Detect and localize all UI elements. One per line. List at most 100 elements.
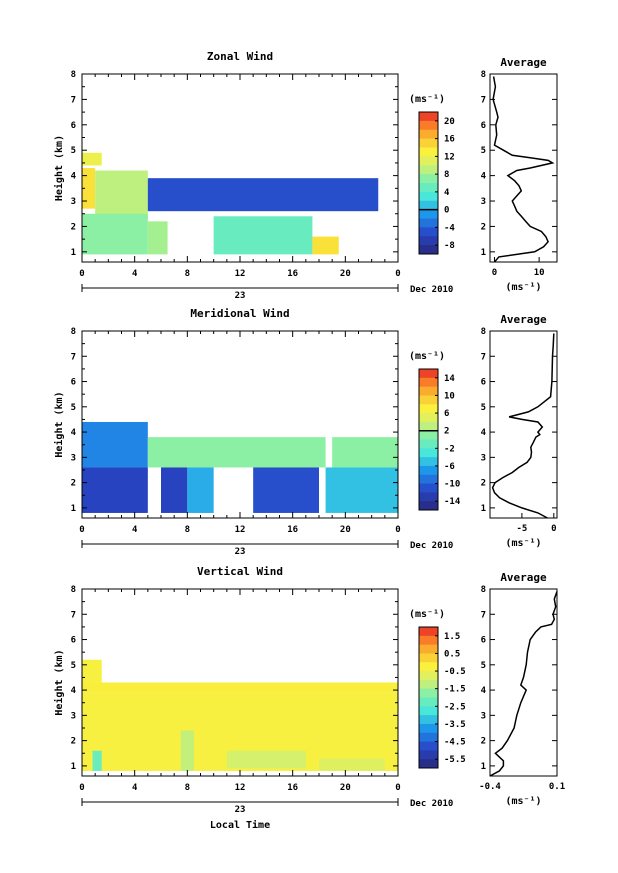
colorbar-segment (419, 439, 438, 449)
average-profile: Average 1 2 3 4 5 6 7 8 -5 0 (ms⁻¹) (481, 313, 558, 549)
colorbar-segment (419, 759, 438, 769)
month-label: Dec 2010 (410, 799, 453, 809)
day-label: 23 (235, 291, 246, 301)
heatmap-regions (82, 152, 379, 255)
heatmap-cell (147, 221, 168, 255)
profile-line (491, 333, 555, 519)
colorbar-segment (419, 457, 438, 467)
y-tick-label: 2 (71, 737, 76, 747)
colorbar-tick-label: -2 (444, 444, 455, 454)
profile-x-label: (ms⁻¹) (505, 282, 541, 293)
colorbar-segment (419, 138, 438, 148)
y-tick-label: 3 (71, 197, 76, 207)
heatmap-cell (253, 467, 319, 513)
colorbar-segment (419, 183, 438, 193)
y-tick-label: 8 (71, 70, 76, 80)
heatmap-regions (82, 659, 398, 771)
profile-x-tick-label: 0.1 (549, 782, 565, 792)
colorbar-tick-label: 1.5 (444, 632, 460, 642)
profile-y-tick-label: 7 (481, 352, 486, 362)
colorbar-segment (419, 715, 438, 725)
colorbar-segment (419, 112, 438, 122)
colorbar-frame (418, 626, 439, 769)
colorbar: 1.5 0.5 -0.5 -1.5 -2.5 -3.5 -4.5 -5.5 (418, 626, 466, 769)
colorbar-segment (419, 501, 438, 511)
colorbar-tick-label: 6 (444, 409, 449, 419)
y-tick-label: 8 (71, 585, 76, 595)
heatmap-cell (226, 750, 306, 769)
y-tick-label: 4 (71, 686, 77, 696)
colorbar-unit: (ms⁻¹) (409, 351, 445, 362)
heatmap-cell (332, 437, 398, 468)
profile-y-tick-label: 6 (481, 378, 486, 388)
x-tick-label: 0 (79, 525, 84, 535)
colorbar-segment (419, 671, 438, 681)
colorbar-tick-label: 8 (444, 170, 449, 180)
day-label: 23 (235, 547, 246, 557)
profile-line (492, 76, 555, 263)
colorbar-segment (419, 688, 438, 698)
x-tick-label: 8 (185, 783, 190, 793)
colorbar-segment (419, 227, 438, 237)
heatmap-cell (82, 152, 102, 166)
colorbar-segment (419, 644, 438, 654)
colorbar-segment (419, 421, 438, 432)
colorbar-segment (419, 156, 438, 166)
profile-y-tick-label: 4 (481, 686, 487, 696)
profile-line (489, 591, 558, 777)
profile-x-label: (ms⁻¹) (505, 796, 541, 807)
heatmap-cell (82, 421, 148, 468)
profile-y-tick-label: 6 (481, 121, 486, 131)
colorbar-segment (419, 209, 438, 219)
colorbar-frame (418, 111, 439, 255)
profile-y-tick-label: 5 (481, 661, 486, 671)
profile-frame (489, 330, 558, 519)
colorbar-unit: (ms⁻¹) (409, 94, 445, 105)
profile-x-label: (ms⁻¹) (505, 538, 541, 549)
colorbar-tick-label: 4 (444, 188, 450, 198)
y-axis-label: Height (km) (53, 649, 65, 715)
panel-title: Meridional Wind (190, 307, 289, 320)
colorbar-tick-label: -4.5 (444, 738, 466, 748)
colorbar-segment (419, 483, 438, 493)
y-tick-label: 6 (71, 378, 76, 388)
colorbar-segment (419, 697, 438, 707)
colorbar-tick-label: -4 (444, 223, 455, 233)
profile-y-tick-label: 6 (481, 636, 486, 646)
colorbar-segment (419, 218, 438, 228)
y-tick-label: 6 (71, 636, 76, 646)
y-tick-label: 2 (71, 222, 76, 232)
profile-x-tick-label: 10 (534, 268, 545, 278)
colorbar-tick-label: -3.5 (444, 720, 466, 730)
heatmap-cell (312, 236, 339, 255)
colorbar-segment (419, 653, 438, 663)
profile-y-tick-label: 5 (481, 403, 486, 413)
heatmap-cell (82, 659, 102, 683)
colorbar-segment (419, 723, 438, 734)
profile-title: Average (500, 313, 547, 326)
colorbar-segment (419, 395, 438, 405)
x-tick-label: 16 (287, 783, 298, 793)
colorbar-tick-label: -2.5 (444, 702, 466, 712)
profile-y-tick-label: 2 (481, 737, 486, 747)
profile-y-tick-label: 1 (481, 762, 486, 772)
colorbar-unit: (ms⁻¹) (409, 609, 445, 620)
y-tick-label: 7 (71, 352, 76, 362)
profile-y-tick-label: 8 (481, 327, 486, 337)
colorbar-segment (419, 448, 438, 458)
colorbar-segment (419, 413, 438, 423)
colorbar-segment (419, 706, 438, 716)
heatmap-cell (187, 467, 214, 513)
colorbar-tick-label: -8 (444, 241, 455, 251)
x-tick-label: 20 (340, 783, 351, 793)
heatmap-cell (82, 467, 148, 513)
heatmap-cell (92, 750, 102, 771)
colorbar-tick-label: -6 (444, 462, 455, 472)
colorbar-tick-label: 0.5 (444, 649, 460, 659)
y-tick-label: 3 (71, 711, 76, 721)
colorbar-segment (419, 200, 438, 211)
panel-title: Vertical Wind (197, 565, 283, 578)
colorbar-tick-label: -1.5 (444, 685, 466, 695)
y-tick-label: 1 (71, 762, 76, 772)
